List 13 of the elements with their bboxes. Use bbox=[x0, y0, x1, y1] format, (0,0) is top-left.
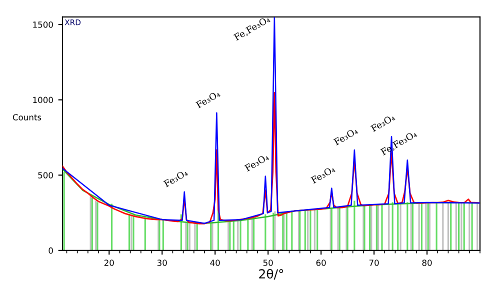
x-axis-title: 2θ/° bbox=[259, 268, 284, 280]
x-tick-label: 60 bbox=[316, 260, 326, 266]
x-tick-label: 20 bbox=[104, 260, 114, 266]
x-tick-label: 80 bbox=[422, 260, 432, 266]
x-tick-label: 40 bbox=[210, 260, 220, 266]
y-tick-label: 1000 bbox=[33, 96, 53, 104]
y-tick-label: 0 bbox=[48, 247, 53, 254]
x-tick-label: 50 bbox=[263, 260, 273, 266]
y-axis-title: Counts bbox=[12, 114, 42, 120]
y-tick-label: 1500 bbox=[33, 21, 53, 28]
x-tick-label: 30 bbox=[157, 260, 167, 266]
y-tick-label: 500 bbox=[38, 172, 53, 178]
x-tick-label: 70 bbox=[369, 260, 379, 266]
